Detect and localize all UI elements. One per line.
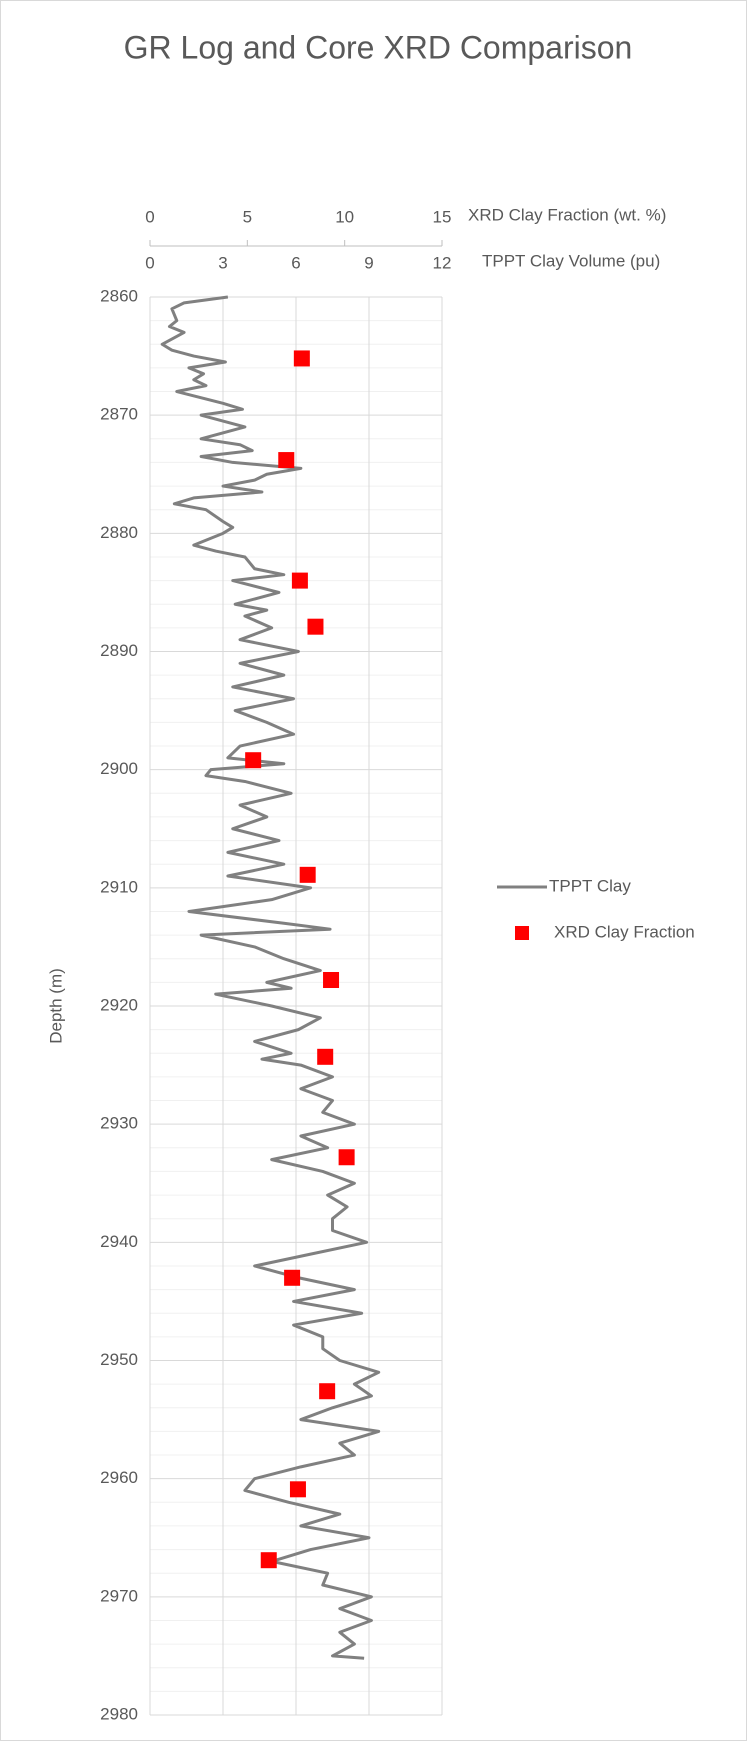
x2-axis-title: TPPT Clay Volume (pu)	[482, 251, 660, 270]
marker	[323, 972, 340, 989]
y-tick-label: 2950	[100, 1350, 138, 1369]
y-tick-label: 2930	[100, 1114, 138, 1133]
y-tick-label: 2880	[100, 523, 138, 542]
marker	[299, 866, 316, 883]
legend-swatch	[515, 926, 529, 940]
y-tick-label: 2920	[100, 995, 138, 1014]
marker	[245, 752, 262, 769]
legend-label: XRD Clay Fraction	[554, 922, 695, 941]
x-tick-label: 0	[145, 207, 154, 226]
y-tick-label: 2910	[100, 877, 138, 896]
x-tick-label: 10	[335, 207, 354, 226]
x2-tick-label: 0	[145, 253, 154, 272]
marker	[289, 1481, 306, 1498]
y-tick-label: 2900	[100, 759, 138, 778]
y-axis-title: Depth (m)	[46, 968, 65, 1044]
x2-tick-label: 3	[218, 253, 227, 272]
marker	[260, 1552, 277, 1569]
y-tick-label: 2970	[100, 1586, 138, 1605]
x2-tick-label: 6	[291, 253, 300, 272]
marker	[317, 1048, 334, 1065]
marker	[291, 572, 308, 589]
marker	[284, 1269, 301, 1286]
marker	[319, 1383, 336, 1400]
marker	[278, 452, 295, 469]
y-tick-label: 2960	[100, 1468, 138, 1487]
legend-label: TPPT Clay	[549, 876, 631, 895]
x2-tick-label: 12	[433, 253, 452, 272]
x-tick-label: 15	[433, 207, 452, 226]
y-tick-label: 2870	[100, 405, 138, 424]
x2-tick-label: 9	[364, 253, 373, 272]
chart-title: GR Log and Core XRD Comparison	[124, 29, 633, 65]
y-tick-label: 2890	[100, 641, 138, 660]
x-axis-title: XRD Clay Fraction (wt. %)	[468, 205, 666, 224]
y-tick-label: 2980	[100, 1704, 138, 1723]
line	[160, 295, 381, 1660]
marker	[338, 1149, 355, 1166]
x-tick-label: 5	[243, 207, 252, 226]
y-tick-label: 2860	[100, 286, 138, 305]
y-tick-label: 2940	[100, 1232, 138, 1251]
marker	[293, 350, 310, 367]
marker	[307, 618, 324, 635]
